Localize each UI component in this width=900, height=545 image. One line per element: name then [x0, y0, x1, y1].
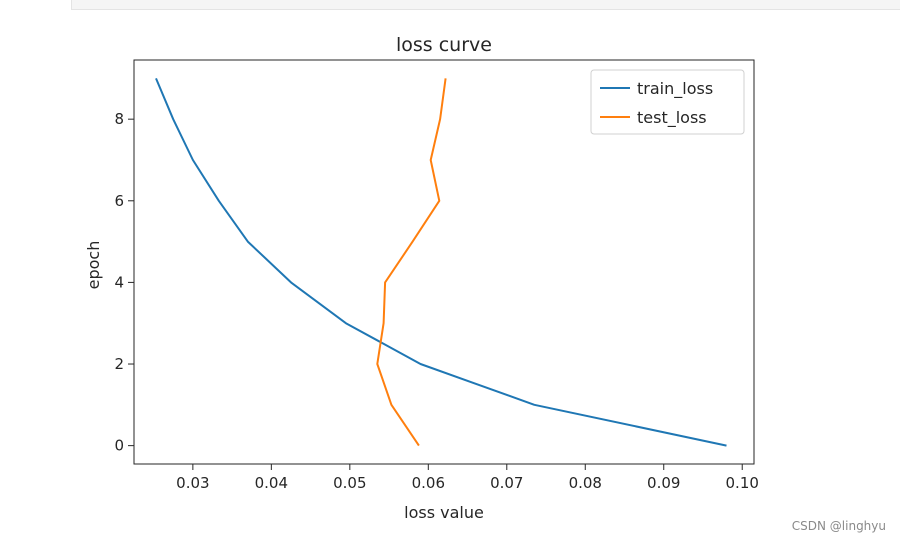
x-tick-label: 0.08: [569, 474, 602, 492]
x-tick-label: 0.04: [255, 474, 288, 492]
legend-label-test-loss: test_loss: [637, 108, 707, 128]
y-tick-label: 8: [114, 110, 124, 128]
x-axis-label: loss value: [404, 503, 484, 522]
y-tick-label: 6: [114, 192, 124, 210]
x-tick-label: 0.06: [412, 474, 445, 492]
x-axis-ticks: 0.03 0.04 0.05 0.06 0.07 0.08 0.09 0.10: [176, 464, 759, 492]
x-tick-label: 0.07: [490, 474, 523, 492]
y-tick-label: 4: [114, 273, 124, 291]
series-line-train-loss: [155, 78, 727, 447]
series-layer: [155, 78, 727, 447]
y-axis-ticks: 0 2 4 6 8: [114, 110, 134, 455]
x-tick-label: 0.05: [333, 474, 366, 492]
chart-title: loss curve: [396, 34, 492, 56]
y-tick-label: 2: [114, 355, 124, 373]
y-tick-label: 0: [114, 437, 124, 455]
notebook-top-bar: [71, 0, 900, 10]
legend-label-train-loss: train_loss: [637, 79, 713, 99]
y-axis-label: epoch: [84, 241, 103, 290]
x-tick-label: 0.09: [647, 474, 680, 492]
x-tick-label: 0.10: [726, 474, 759, 492]
plot-area-frame: [133, 59, 755, 465]
legend: train_loss test_loss: [590, 69, 745, 135]
series-line-test-loss: [376, 78, 447, 447]
watermark: CSDN @linghyu: [791, 519, 886, 533]
x-tick-label: 0.03: [176, 474, 209, 492]
